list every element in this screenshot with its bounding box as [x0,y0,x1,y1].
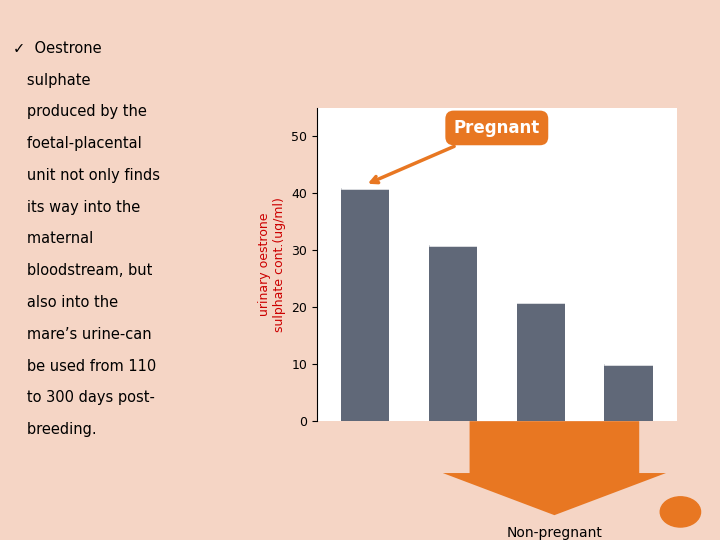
Text: sulphate: sulphate [13,72,91,87]
Y-axis label: urinary oestrone
sulphate cont.(ug/ml): urinary oestrone sulphate cont.(ug/ml) [258,197,286,332]
Text: unit not only finds: unit not only finds [13,168,160,183]
Text: be used from 110: be used from 110 [13,359,156,374]
Text: bloodstream, but: bloodstream, but [13,263,153,278]
Text: produced by the: produced by the [13,104,147,119]
Polygon shape [443,421,666,515]
Text: Pregnant: Pregnant [372,119,540,183]
Text: mare’s urine-can: mare’s urine-can [13,327,152,342]
Bar [341,188,390,421]
Text: ✓  Oestrone: ✓ Oestrone [13,41,102,56]
Text: also into the: also into the [13,295,118,310]
Text: its way into the: its way into the [13,200,140,215]
Text: breeding.: breeding. [13,422,96,437]
Text: Non-pregnant: Non-pregnant [506,526,603,540]
Text: foetal-placental: foetal-placental [13,136,142,151]
Bar [428,245,477,421]
Text: maternal: maternal [13,232,93,246]
Bar [604,364,652,421]
Bar [516,302,565,421]
Text: to 300 days post-: to 300 days post- [13,390,155,406]
